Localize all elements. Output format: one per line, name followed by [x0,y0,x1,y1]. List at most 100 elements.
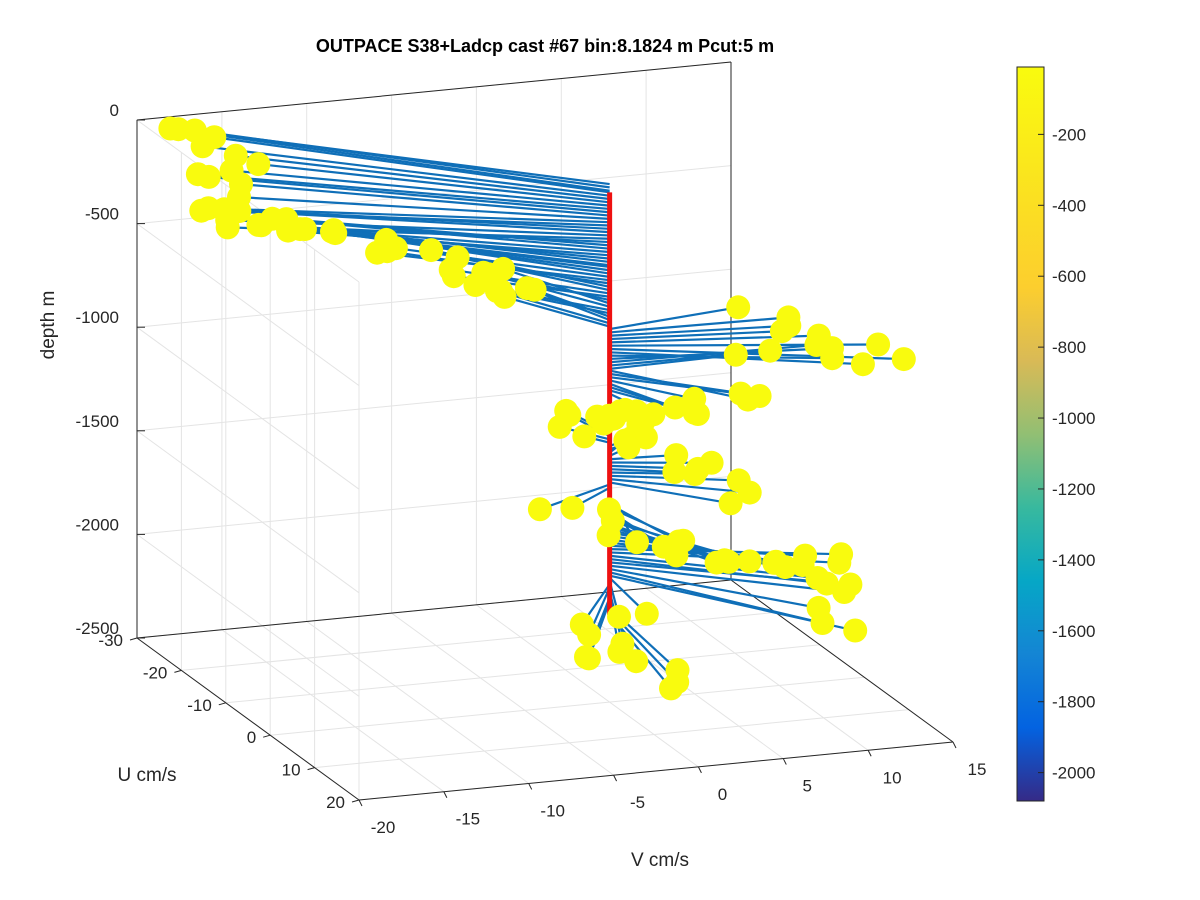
colorbar-tick-label: -1200 [1052,480,1095,499]
colorbar-tick-label: -2000 [1052,764,1095,783]
velocity-stick [609,478,750,494]
x-tick-mark [443,791,448,798]
velocity-stick [609,316,789,334]
velocity-stick [609,324,790,337]
tick-labels: -20 -15 -10 -5 0 5 10 15 -30 -20 -10 0 10 20 0 -500 -100… [76,101,987,837]
data-point [492,284,517,309]
data-point [616,435,641,460]
velocity-stick [231,169,610,207]
velocity-stick [170,127,610,192]
data-point [596,523,621,548]
x-tick-mark [782,758,787,765]
velocity-stick [609,564,845,594]
x-tick-label: 10 [883,768,902,787]
z-tick-label: 0 [110,101,119,120]
x-tick-label: -15 [456,810,481,829]
velocity-stick [609,343,817,364]
colorbar: -200 -400 -600 -800 -1000 -1200 -1400 -1600 -180… [1016,66,1095,802]
velocity-stick [609,353,736,370]
colorbar-tick-label: -200 [1052,125,1086,144]
grid-line [314,709,909,769]
data-point [588,407,613,432]
y-tick-mark [129,637,138,641]
colorbar-tick-label: -1600 [1052,622,1095,641]
x-tick-label: -20 [371,818,396,837]
colorbar-ticks: -200 -400 -600 -800 -1000 -1200 -1400 -1600 -180… [1038,125,1095,783]
z-axis-label: depth m [38,291,59,360]
velocity-stick [502,267,610,305]
data-point [633,425,658,450]
colorbar-tick-label: -600 [1052,267,1086,286]
data-point [827,550,852,575]
colorbar-tick-label: -1000 [1052,409,1095,428]
data-point [832,580,857,604]
data-point [215,215,240,240]
velocity-stick [609,379,695,400]
data-point [246,212,271,237]
velocity-stick [504,295,610,328]
x-axis-label: V cm/s [631,850,689,871]
grid-line [225,644,820,704]
data-point [758,338,783,363]
data-point [843,618,868,643]
data-point [527,497,552,522]
data-point [891,347,916,372]
y-tick-mark [307,767,315,771]
velocity-stick [534,288,610,318]
z-tick-label: -500 [85,205,119,224]
data-point [728,381,753,406]
data-point [723,342,748,367]
data-point [607,604,631,629]
data-point [810,611,835,635]
velocity-stick [202,145,610,197]
data-point [375,239,400,264]
y-tick-label: 10 [282,761,301,780]
x-tick-label: 15 [968,760,987,779]
data-point [625,530,649,555]
data-point [664,543,689,568]
grid-line [181,611,776,671]
x-tick-label: 0 [718,785,727,804]
x-tick-mark [867,750,872,757]
data-point [866,332,891,357]
x-tick-mark [613,774,618,782]
x-tick-mark [358,799,363,807]
y-tick-mark [263,734,271,738]
x-tick-label: 5 [803,777,812,796]
velocity-stick [197,173,610,211]
axis-edge [136,579,732,639]
x-tick-label: -10 [540,801,565,820]
colorbar-tick-label: -1400 [1052,551,1095,570]
x-tick-mark [697,766,702,774]
y-tick-label: -20 [143,663,168,682]
data-point [441,264,466,289]
colorbar-tick-label: -400 [1052,196,1086,215]
velocity-stick [239,209,610,234]
velocity-stick [214,136,610,194]
velocity-stick [194,129,610,189]
axis-edge [136,61,732,121]
z-tick-label: -2000 [76,515,119,534]
data-point [323,221,348,246]
y-tick-label: -30 [98,631,123,650]
x-tick-label: -5 [630,793,645,812]
y-tick-mark [218,702,226,706]
data-point [463,273,488,297]
data-point [718,491,743,516]
data-point [726,295,751,320]
data-point [572,424,597,449]
data-point [190,134,215,159]
axis-edge [358,741,954,801]
data-point [747,384,772,408]
colorbar-tick-label: -800 [1052,338,1086,357]
data-point [762,550,787,575]
data-point [196,164,221,189]
data-point [189,198,214,223]
data-point [576,646,601,671]
data-point [769,319,794,344]
data-point [514,276,539,301]
grid-line [270,676,865,736]
velocity-points [158,116,916,701]
data-point [246,152,271,177]
data-point [577,622,602,647]
